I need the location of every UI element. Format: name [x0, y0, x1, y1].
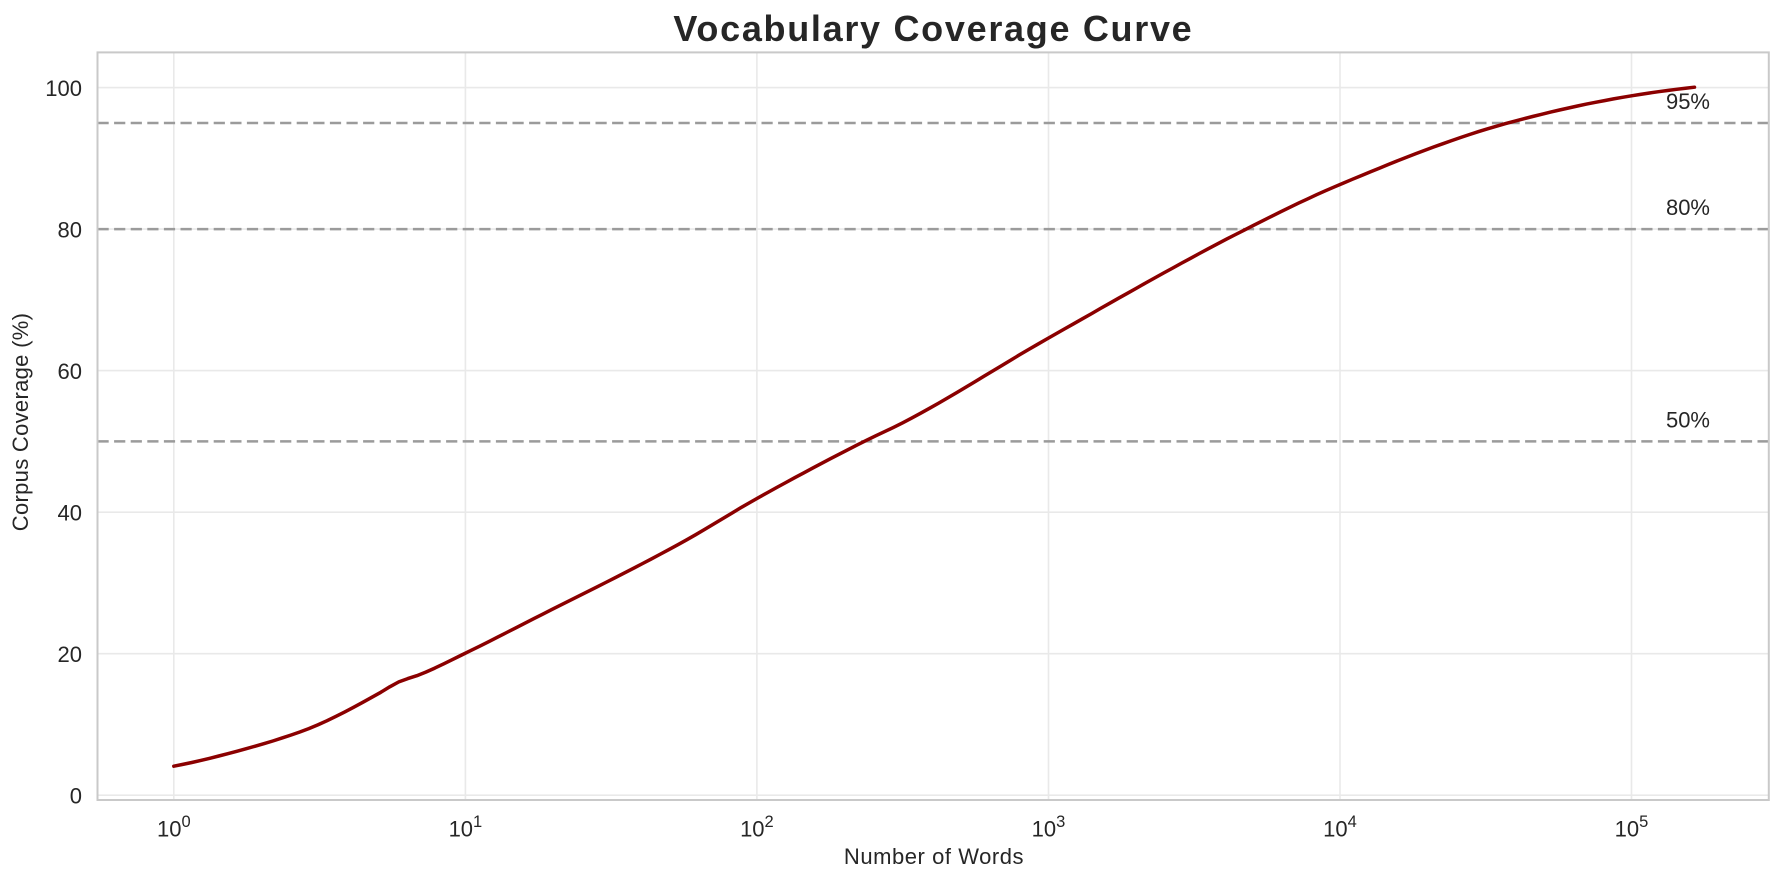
- svg-text:20: 20: [58, 642, 82, 667]
- svg-text:Number of Words: Number of Words: [844, 844, 1024, 869]
- svg-text:80%: 80%: [1666, 195, 1710, 220]
- svg-text:Corpus Coverage (%): Corpus Coverage (%): [8, 313, 33, 531]
- svg-text:50%: 50%: [1666, 407, 1710, 432]
- svg-text:100: 100: [45, 76, 82, 101]
- svg-text:60: 60: [58, 359, 82, 384]
- svg-text:80: 80: [58, 217, 82, 242]
- svg-text:0: 0: [70, 784, 82, 809]
- svg-text:40: 40: [58, 501, 82, 526]
- svg-text:95%: 95%: [1666, 89, 1710, 114]
- svg-text:Vocabulary Coverage Curve: Vocabulary Coverage Curve: [673, 8, 1193, 49]
